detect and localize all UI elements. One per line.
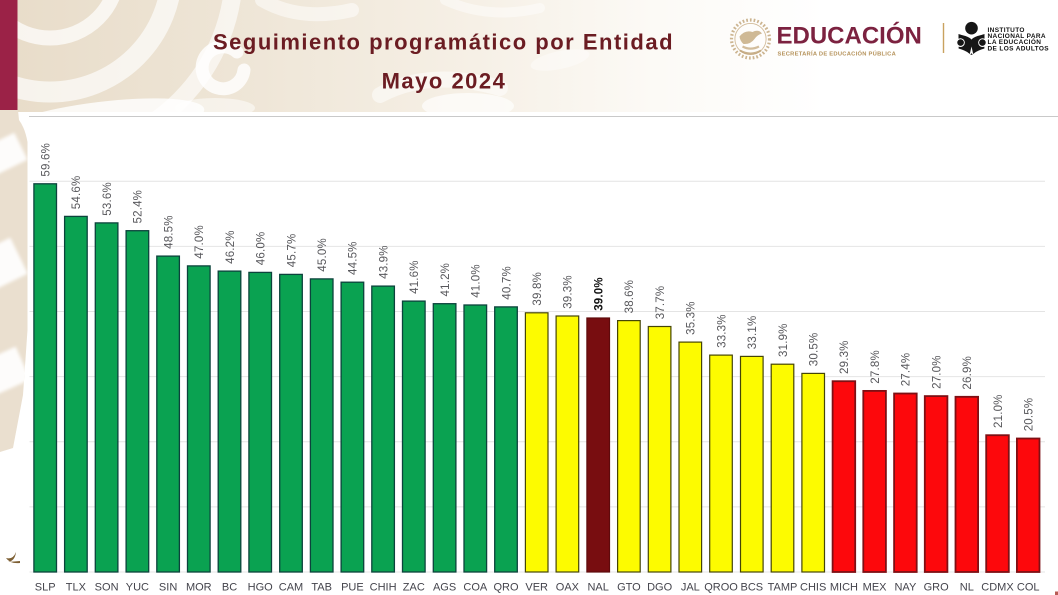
svg-text:GRO: GRO (924, 582, 950, 594)
svg-text:59.6%: 59.6% (41, 143, 53, 177)
svg-text:48.5%: 48.5% (163, 215, 175, 249)
svg-text:30.5%: 30.5% (809, 333, 821, 367)
svg-text:TAMP: TAMP (768, 582, 798, 594)
svg-text:41.6%: 41.6% (409, 260, 421, 294)
svg-text:BCS: BCS (740, 582, 763, 594)
svg-text:COL: COL (1017, 582, 1040, 594)
svg-text:ZAC: ZAC (403, 582, 425, 594)
svg-text:40.7%: 40.7% (501, 266, 513, 300)
svg-text:35.3%: 35.3% (686, 301, 698, 335)
svg-text:CHIH: CHIH (370, 582, 397, 594)
svg-text:Seguimiento programático por E: Seguimiento programático por Entidad (213, 30, 674, 55)
svg-text:HGO: HGO (248, 582, 274, 594)
svg-text:INSTITUTO: INSTITUTO (988, 27, 1025, 34)
svg-text:CHIS: CHIS (800, 582, 826, 594)
svg-text:54.6%: 54.6% (71, 176, 83, 210)
svg-text:52.4%: 52.4% (133, 190, 145, 224)
svg-text:41.0%: 41.0% (471, 264, 483, 298)
svg-text:NAY: NAY (894, 582, 916, 594)
svg-text:SIN: SIN (159, 582, 177, 594)
svg-text:39.8%: 39.8% (532, 272, 544, 306)
svg-text:BC: BC (222, 582, 237, 594)
svg-text:39.3%: 39.3% (563, 275, 575, 309)
svg-text:38.6%: 38.6% (624, 280, 636, 314)
svg-text:27.4%: 27.4% (901, 353, 913, 387)
svg-text:YUC: YUC (126, 582, 149, 594)
svg-text:SECRETARÍA DE EDUCACIÓN PÚBLIC: SECRETARÍA DE EDUCACIÓN PÚBLICA (778, 50, 897, 58)
svg-text:46.0%: 46.0% (256, 232, 268, 266)
svg-text:CDMX: CDMX (981, 582, 1014, 594)
svg-text:GTO: GTO (617, 582, 641, 594)
svg-text:NAL: NAL (587, 582, 608, 594)
svg-text:CAM: CAM (279, 582, 303, 594)
svg-text:MICH: MICH (830, 582, 858, 594)
svg-text:MOR: MOR (186, 582, 212, 594)
svg-text:20.5%: 20.5% (1024, 398, 1036, 432)
svg-text:SON: SON (95, 582, 119, 594)
svg-text:VER: VER (525, 582, 548, 594)
svg-text:33.1%: 33.1% (747, 316, 759, 350)
svg-text:29.3%: 29.3% (839, 340, 851, 374)
svg-text:21.0%: 21.0% (993, 394, 1005, 428)
svg-text:37.7%: 37.7% (655, 286, 667, 320)
svg-text:JAL: JAL (681, 582, 700, 594)
svg-text:41.2%: 41.2% (440, 263, 452, 297)
svg-text:39.0%: 39.0% (594, 277, 606, 311)
svg-text:45.0%: 45.0% (317, 238, 329, 272)
svg-text:TLX: TLX (66, 582, 87, 594)
svg-text:MEX: MEX (863, 582, 888, 594)
svg-text:LA EDUCACIÓN: LA EDUCACIÓN (988, 37, 1042, 46)
svg-text:44.5%: 44.5% (348, 241, 360, 275)
svg-text:26.9%: 26.9% (962, 356, 974, 390)
svg-text:45.7%: 45.7% (286, 234, 298, 268)
svg-text:27.8%: 27.8% (870, 350, 882, 384)
svg-text:DGO: DGO (647, 582, 673, 594)
svg-text:QROO: QROO (704, 582, 738, 594)
svg-text:27.0%: 27.0% (931, 355, 943, 389)
svg-text:33.3%: 33.3% (716, 314, 728, 348)
svg-text:COA: COA (463, 582, 488, 594)
svg-text:QRO: QRO (493, 582, 519, 594)
svg-text:AGS: AGS (433, 582, 456, 594)
svg-text:SLP: SLP (35, 582, 56, 594)
svg-text:46.2%: 46.2% (225, 230, 237, 264)
svg-text:PUE: PUE (341, 582, 364, 594)
svg-text:NACIONAL PARA: NACIONAL PARA (988, 33, 1046, 40)
svg-text:53.6%: 53.6% (102, 182, 114, 216)
svg-text:43.9%: 43.9% (378, 245, 390, 279)
svg-text:31.9%: 31.9% (778, 323, 790, 357)
svg-text:47.0%: 47.0% (194, 225, 206, 259)
svg-text:TAB: TAB (311, 582, 332, 594)
svg-text:EDUCACIÓN: EDUCACIÓN (777, 22, 922, 50)
svg-text:DE LOS ADULTOS: DE LOS ADULTOS (988, 45, 1050, 52)
svg-text:OAX: OAX (556, 582, 580, 594)
svg-text:NL: NL (960, 582, 974, 594)
svg-text:Mayo 2024: Mayo 2024 (382, 68, 507, 93)
